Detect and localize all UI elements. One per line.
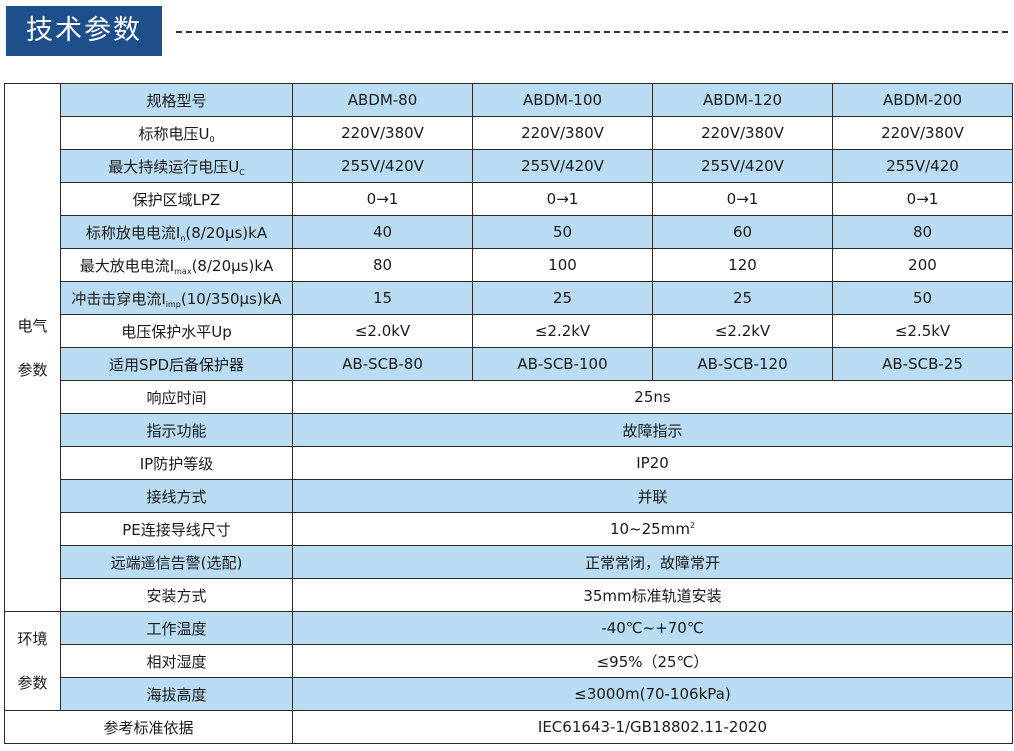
cell: ≤2.2kV [472,314,653,348]
row-label: 接线方式 [60,479,293,513]
cell: AB-SCB-100 [472,347,653,381]
row-label: 电压保护水平Up [60,314,293,348]
cell: -40℃~+70℃ [292,611,1013,645]
cell: 255V/420V [472,149,653,183]
cell: 0→1 [832,182,1013,216]
cell: 10~25mm2 [292,512,1013,546]
table-row: 保护区域LPZ 0→1 0→1 0→1 0→1 [5,182,1013,216]
cell: IEC61643-1/GB18802.11-2020 [292,710,1013,744]
table-row: 指示功能 故障指示 [5,413,1013,447]
cell: 220V/380V [472,116,653,150]
table-row: 接线方式 并联 [5,479,1013,513]
cell: 120 [652,248,833,282]
cell: 正常常闭，故障常开 [292,545,1013,579]
cell: 25 [652,281,833,315]
cell: 50 [832,281,1013,315]
cell: 40 [292,215,473,249]
row-label: 最大放电电流Imax(8/20μs)kA [60,248,293,282]
cell: 0→1 [652,182,833,216]
table-row: 冲击击穿电流Iimp(10/350μs)kA 15 25 25 50 [5,281,1013,315]
table-row: 环境 参数 工作温度 -40℃~+70℃ [4,611,1013,711]
row-label: 响应时间 [60,380,293,414]
header-model: ABDM-100 [472,83,653,117]
row-label: 相对湿度 [60,644,293,678]
cell: 15 [292,281,473,315]
cell: ≤3000m(70-106kPa) [292,677,1013,711]
header-model: ABDM-80 [292,83,473,117]
table-row: PE连接导线尺寸 10~25mm2 [5,512,1013,546]
cell: 0→1 [472,182,653,216]
cell: ≤2.0kV [292,314,473,348]
cell: 220V/380V [832,116,1013,150]
cell: 60 [652,215,833,249]
cell: 200 [832,248,1013,282]
cell: AB-SCB-120 [652,347,833,381]
cell: 25ns [292,380,1013,414]
cell: 255V/420V [292,149,473,183]
row-label: 最大持续运行电压UC [60,149,293,183]
cell: 255V/420V [652,149,833,183]
header-label: 规格型号 [60,83,293,117]
cell: AB-SCB-80 [292,347,473,381]
cell: 35mm标准轨道安装 [292,578,1013,612]
row-label: 工作温度 [60,611,293,645]
spec-table: 电气 参数 规格型号 ABDM-80 ABDM-100 ABDM-120 ABDM… [4,83,1013,744]
row-label: 标称电压U0 [60,116,293,150]
cell: 0→1 [292,182,473,216]
table-row: 电压保护水平Up ≤2.0kV ≤2.2kV ≤2.2kV ≤2.5kV [5,314,1013,348]
row-label: 冲击击穿电流Iimp(10/350μs)kA [60,281,293,315]
cell: IP20 [292,446,1013,480]
header-row: 电气 参数 规格型号 ABDM-80 ABDM-100 ABDM-120 ABDM… [4,83,1013,612]
table-row: IP防护等级 IP20 [5,446,1013,480]
cell: 50 [472,215,653,249]
table-row: 安装方式 35mm标准轨道安装 [5,578,1013,612]
cell: 并联 [292,479,1013,513]
table-row: 响应时间 25ns [5,380,1013,414]
header-model: ABDM-200 [832,83,1013,117]
row-label: PE连接导线尺寸 [60,512,293,546]
row-label: 安装方式 [60,578,293,612]
table-row: 远端遥信告警(选配) 正常常闭，故障常开 [5,545,1013,579]
table-row: 标称电压U0 220V/380V 220V/380V 220V/380V 220… [5,116,1013,150]
row-label: 远端遥信告警(选配) [60,545,293,579]
table-row: 海拔高度 ≤3000m(70-106kPa) [5,677,1013,711]
cell: 80 [832,215,1013,249]
row-label: 保护区域LPZ [60,182,293,216]
table-row: 最大放电电流Imax(8/20μs)kA 80 100 120 200 [5,248,1013,282]
row-label: IP防护等级 [60,446,293,480]
cell: 220V/380V [292,116,473,150]
cell: ≤2.5kV [832,314,1013,348]
cell: 220V/380V [652,116,833,150]
cell: ≤2.2kV [652,314,833,348]
table-row: 标称放电电流In(8/20μs)kA 40 50 60 80 [5,215,1013,249]
cell: ≤95%（25℃） [292,644,1013,678]
row-label: 参考标准依据 [4,710,293,744]
cell: 100 [472,248,653,282]
table-row: 适用SPD后备保护器 AB-SCB-80 AB-SCB-100 AB-SCB-1… [5,347,1013,381]
section-environment: 环境 参数 [4,611,61,711]
section-electrical: 电气 参数 [4,83,61,612]
cell: 255V/420 [832,149,1013,183]
table-row: 参考标准依据 IEC61643-1/GB18802.11-2020 [4,710,1013,744]
page-title: 技术参数 [6,6,162,56]
row-label: 指示功能 [60,413,293,447]
row-label: 标称放电电流In(8/20μs)kA [60,215,293,249]
row-label: 海拔高度 [60,677,293,711]
cell: AB-SCB-25 [832,347,1013,381]
cell: 25 [472,281,653,315]
title-divider [176,31,1008,33]
table-row: 最大持续运行电压UC 255V/420V 255V/420V 255V/420V… [5,149,1013,183]
row-label: 适用SPD后备保护器 [60,347,293,381]
header-model: ABDM-120 [652,83,833,117]
cell: 故障指示 [292,413,1013,447]
table-row: 相对湿度 ≤95%（25℃） [5,644,1013,678]
cell: 80 [292,248,473,282]
